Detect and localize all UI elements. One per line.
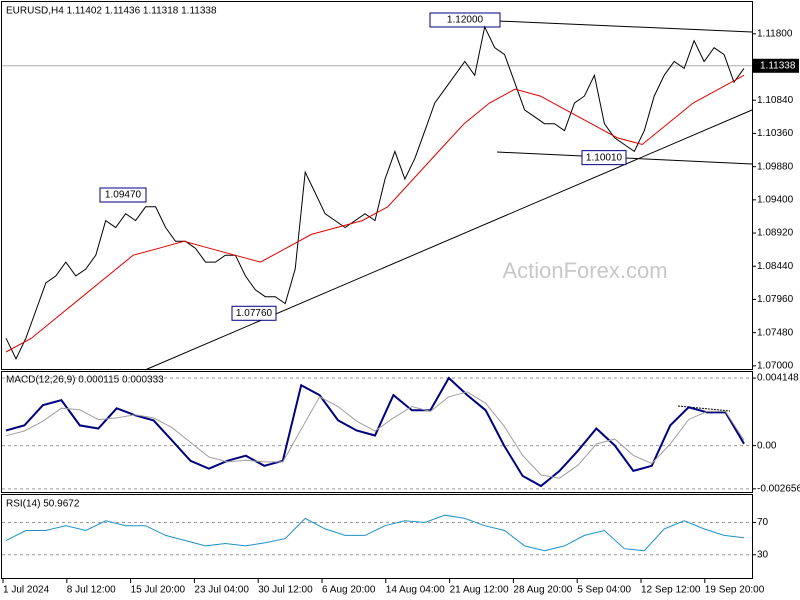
upper-trendline <box>474 19 753 33</box>
annotation-label: 1.12000 <box>447 15 484 26</box>
x-tick-label: 15 Jul 20:00 <box>131 585 186 596</box>
chart-title: EURUSD,H4 1.11402 1.11436 1.11318 1.1133… <box>6 6 217 17</box>
y-tick-label: 1.07480 <box>757 327 794 338</box>
x-tick-label: 5 Sep 04:00 <box>577 585 631 596</box>
annotation-box <box>231 305 277 321</box>
current-price-box <box>753 58 799 73</box>
y-tick-label: 70 <box>757 517 769 528</box>
annotation-label: 1.09470 <box>105 190 142 201</box>
divergence-line <box>677 405 731 412</box>
y-tick-label: 1.09880 <box>757 161 794 172</box>
y-tick-label: -0.002656 <box>757 484 800 495</box>
x-tick-label: 19 Sep 20:00 <box>705 585 765 596</box>
y-tick-label: 1.10360 <box>757 128 794 139</box>
x-tick-label: 8 Jul 12:00 <box>67 585 116 596</box>
support-trendline <box>144 109 753 371</box>
x-tick-label: 23 Jul 04:00 <box>194 585 249 596</box>
rsi-panel <box>1 494 753 579</box>
x-tick-label: 28 Aug 20:00 <box>513 585 572 596</box>
annotation-label: 1.07760 <box>236 308 273 319</box>
price-panel <box>1 1 753 370</box>
y-tick-label: 0.004148 <box>757 373 799 384</box>
y-tick-label: 1.07960 <box>757 294 794 305</box>
y-tick-label: 1.08440 <box>757 261 794 272</box>
x-tick-label: 21 Aug 12:00 <box>450 585 509 596</box>
y-tick-label: 1.11800 <box>757 28 793 39</box>
x-tick-label: 30 Jul 12:00 <box>258 585 313 596</box>
series-line <box>5 391 745 479</box>
rsi-title: RSI(14) 50.9672 <box>6 499 80 510</box>
series-line <box>5 25 745 361</box>
annotation-box <box>581 150 627 166</box>
x-tick-label: 12 Sep 12:00 <box>641 585 701 596</box>
y-tick-label: 0.00 <box>757 440 777 451</box>
x-tick-label: 1 Jul 2024 <box>3 585 50 596</box>
series-line <box>5 514 745 552</box>
y-tick-label: 1.07000 <box>757 360 794 371</box>
y-tick-label: 1.10840 <box>757 95 794 106</box>
macd-title: MACD(12,26,9) 0.000115 0.000333 <box>6 375 164 386</box>
macd-panel <box>1 371 753 493</box>
series-line <box>5 74 745 353</box>
x-tick-label: 6 Aug 20:00 <box>322 585 376 596</box>
y-tick-label: 30 <box>757 549 769 560</box>
current-price-label: 1.11338 <box>760 60 796 71</box>
series-line <box>5 376 745 488</box>
annotation-box <box>99 187 147 203</box>
x-tick-label: 14 Aug 04:00 <box>386 585 445 596</box>
watermark: ActionForex.com <box>502 258 667 283</box>
y-tick-label: 1.08920 <box>757 228 794 239</box>
y-tick-label: 1.09400 <box>757 194 794 205</box>
annotation-box <box>429 12 501 28</box>
annotation-label: 1.10010 <box>586 152 623 163</box>
